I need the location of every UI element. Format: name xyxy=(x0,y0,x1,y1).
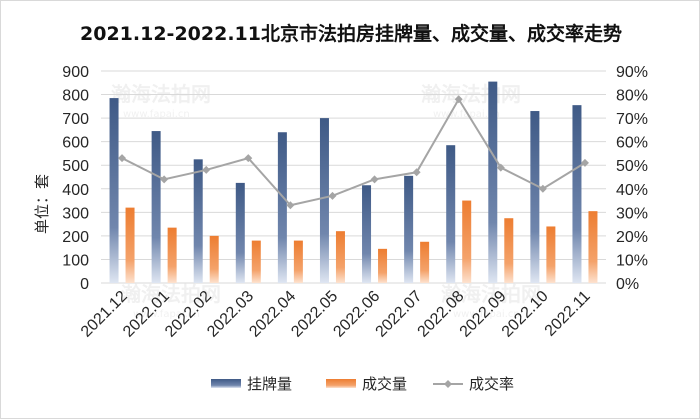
legend-swatch-1 xyxy=(326,379,356,388)
rate-marker-2022.03 xyxy=(244,154,253,163)
bar-listing-2022.06 xyxy=(362,185,372,283)
bar-listing-2022.08 xyxy=(446,145,456,283)
y-tick-label-right: 10% xyxy=(616,252,648,269)
watermark-text: 瀚海法拍网 xyxy=(121,282,221,306)
watermarks: 瀚海法拍网 www.fapai.cn 瀚海法拍网 www.fapai.cn 瀚海法拍网 w… xyxy=(111,82,541,320)
rate-marker-2022.07 xyxy=(412,168,421,177)
chart-title: 2021.12-2022.11北京市法拍房挂牌量、成交量、成交率走势 xyxy=(80,23,622,45)
watermark-text: 瀚海法拍网 xyxy=(441,282,541,306)
legend-swatch-0 xyxy=(211,379,241,388)
bars xyxy=(109,81,598,284)
y-tick-label-left: 800 xyxy=(62,88,89,105)
bar-deal-2022.06 xyxy=(378,248,388,283)
rate-marker-2022.01 xyxy=(160,175,169,184)
y-tick-label-left: 500 xyxy=(62,158,89,175)
rate-marker-2022.06 xyxy=(370,175,379,184)
watermark-text: 瀚海法拍网 xyxy=(421,82,521,106)
bar-deal-2022.07 xyxy=(420,241,430,283)
rate-marker-2022.08 xyxy=(454,95,463,104)
y-tick-label-right: 0% xyxy=(616,276,639,293)
gridlines xyxy=(101,70,606,284)
rate-marker-2022.11 xyxy=(580,158,589,167)
y-tick-label-right: 30% xyxy=(616,205,648,222)
bar-listing-2022.04 xyxy=(277,132,287,283)
bar-listing-2021.12 xyxy=(109,98,119,283)
bar-deal-2021.12 xyxy=(125,207,135,283)
rate-line xyxy=(118,95,589,210)
y-tick-label-left: 700 xyxy=(62,111,89,128)
bar-deal-2022.03 xyxy=(251,240,261,283)
y-tick-label-left: 300 xyxy=(62,205,89,222)
y-tick-label-left: 400 xyxy=(62,182,89,199)
rate-polyline xyxy=(121,97,586,207)
rate-marker-2021.12 xyxy=(118,154,127,163)
y-tick-label-left: 100 xyxy=(62,252,89,269)
rate-marker-2022.02 xyxy=(202,165,211,174)
y-tick-label-right: 40% xyxy=(616,182,648,199)
watermark-url: www.fapai.cn xyxy=(433,109,500,120)
watermark-url: www.fapai.cn xyxy=(123,109,190,120)
bar-listing-2022.07 xyxy=(404,175,414,283)
legend: 挂牌量 成交量 成交率 xyxy=(211,375,514,393)
y-tick-label-left: 900 xyxy=(62,64,89,81)
watermark-url: www.fapai.cn xyxy=(453,309,520,320)
y-tick-label-right: 60% xyxy=(616,135,648,152)
bar-deal-2022.02 xyxy=(209,235,219,283)
bar-deal-2022.10 xyxy=(546,226,556,283)
legend-label-2: 成交率 xyxy=(469,375,514,393)
bar-listing-2022.10 xyxy=(530,111,540,284)
bar-listing-2022.03 xyxy=(235,182,245,283)
rate-marker-2022.04 xyxy=(286,201,295,210)
rate-marker-2022.10 xyxy=(538,184,547,193)
y-tick-label-left: 200 xyxy=(62,229,89,246)
bar-deal-2022.01 xyxy=(167,227,177,283)
legend-label-0: 挂牌量 xyxy=(247,375,292,393)
bar-listing-2022.02 xyxy=(193,159,203,283)
bar-listing-2022.09 xyxy=(488,81,498,283)
bar-listing-2022.11 xyxy=(572,105,582,284)
bar-deal-2022.11 xyxy=(588,211,598,283)
y-tick-label-right: 70% xyxy=(616,111,648,128)
y-tick-label-right: 20% xyxy=(616,229,648,246)
watermark-text: 瀚海法拍网 xyxy=(111,82,211,106)
bar-listing-2022.05 xyxy=(319,118,329,283)
bar-deal-2022.04 xyxy=(293,240,303,283)
legend-marker xyxy=(444,380,452,388)
y-tick-label-right: 90% xyxy=(616,64,648,81)
bar-deal-2022.05 xyxy=(335,231,345,283)
y-tick-label-right: 80% xyxy=(616,88,648,105)
x-tick-label: 2022.11 xyxy=(542,288,594,340)
legend-label-1: 成交量 xyxy=(362,375,407,393)
watermark-url: www.fapai.cn xyxy=(133,309,200,320)
rate-marker-2022.05 xyxy=(328,191,337,200)
rate-marker-2022.09 xyxy=(496,163,505,172)
bar-deal-2022.08 xyxy=(462,200,472,283)
y-tick-label-right: 50% xyxy=(616,158,648,175)
y-tick-label-left: 600 xyxy=(62,135,89,152)
bar-deal-2022.09 xyxy=(504,218,514,283)
y-tick-label-left: 0 xyxy=(80,276,89,293)
bar-listing-2022.01 xyxy=(151,131,161,283)
